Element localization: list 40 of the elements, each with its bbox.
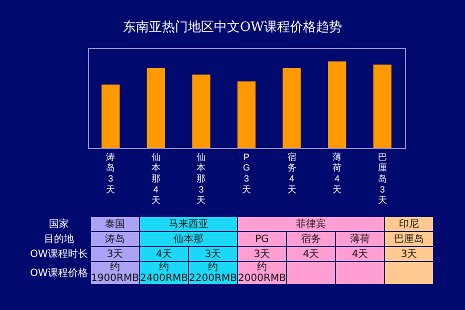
x-tick-label: PG3天 [242, 152, 251, 194]
text: 菲律宾 [238, 217, 384, 231]
text: 3天 [385, 247, 433, 261]
text: PG [238, 232, 286, 246]
text: 4天 [140, 247, 188, 261]
text: 涛岛 [91, 232, 139, 246]
data-label: 约 2000RMB [238, 262, 286, 284]
x-tick-label: 仙本那4天 [151, 152, 160, 206]
text: 4天 [336, 247, 384, 261]
bar [146, 68, 165, 148]
text: 巴厘岛 [385, 232, 433, 246]
text: 印尼 [385, 217, 433, 231]
data-label: 约 2200RMB [189, 262, 237, 284]
text: OW课程价格 [29, 266, 89, 280]
text: OW课程时长 [29, 248, 89, 261]
bar [328, 61, 346, 148]
x-tick-label: 巴厘岛3天 [378, 152, 387, 206]
x-tick-label: 薄荷4天 [332, 152, 342, 194]
text: 3天 [91, 247, 139, 261]
text: 4天 [287, 247, 335, 261]
text: 3天 [189, 247, 237, 261]
data-label: 约 2400RMB [140, 262, 188, 284]
x-tick-label: 涛岛3天 [106, 152, 116, 194]
bar [237, 81, 256, 148]
x-tick-label: 宿务4天 [287, 152, 296, 194]
text: 仙本那 [140, 232, 237, 246]
text: 3天 [238, 247, 286, 261]
chart-title: 东南亚热门地区中文OW课程价格趋势 [122, 19, 344, 36]
bar [102, 84, 120, 148]
bar [192, 74, 210, 148]
bar [282, 68, 301, 148]
text: 宿务 [287, 232, 335, 246]
text: 薄荷 [336, 232, 384, 246]
data-label: 约 1900RMB [91, 262, 139, 284]
text: 目的地 [43, 232, 75, 246]
text: 泰国 [91, 217, 139, 231]
bar [373, 64, 392, 148]
x-tick-label: 仙本那3天 [196, 152, 206, 206]
text: 国家 [48, 218, 70, 231]
text: 马来西亚 [140, 217, 237, 231]
